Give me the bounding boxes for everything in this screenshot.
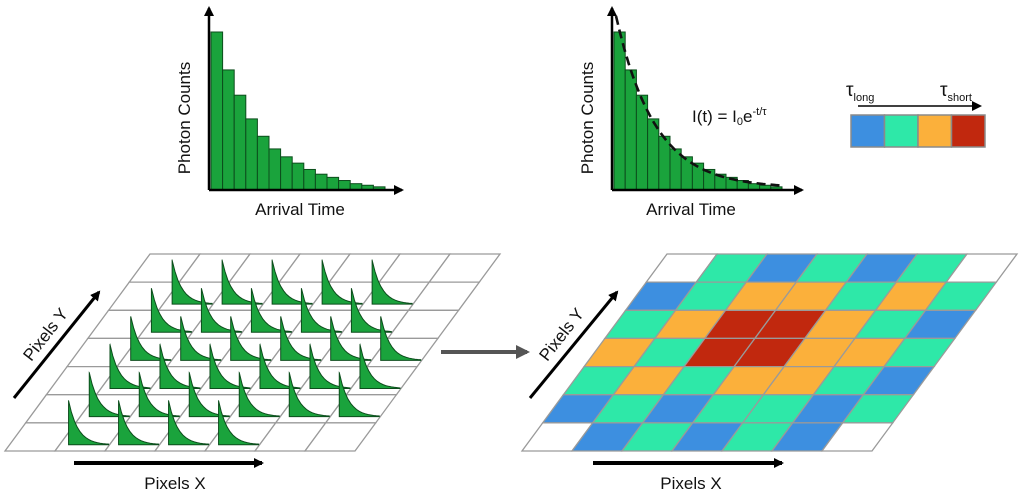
pixel-decay-curve	[188, 371, 230, 418]
histogram-left-bar	[291, 162, 305, 191]
pixels-y-arrow-left	[12, 290, 101, 399]
pixel-decay-curve	[238, 371, 280, 418]
pixel-decay-curve	[330, 316, 372, 361]
histogram-right-bar	[658, 135, 671, 191]
decay-equation: I(t) = I0e-t/τ	[692, 106, 767, 128]
decay-pixel-grid: Pixels X Pixels Y	[3, 253, 502, 493]
histogram-left-ylabel: Photon Counts	[175, 62, 194, 174]
histogram-left-bar	[280, 156, 293, 191]
lifetime-map-grid: Pixels X Pixels Y	[520, 253, 1019, 493]
pixel-decay-curve	[338, 371, 380, 418]
pixel-decay-curve	[159, 343, 201, 390]
pixel-decay-curve	[209, 343, 251, 390]
histogram-left-bar	[233, 94, 247, 191]
lifetime-map-cells	[520, 253, 1019, 452]
pixel-decay-curve	[221, 259, 263, 305]
histogram-left-bars	[210, 31, 386, 191]
pixel-decay-curve	[168, 400, 210, 446]
pixel-decay-curve	[309, 343, 351, 390]
histogram-right-bar	[680, 156, 693, 191]
histogram-left-bar	[314, 173, 328, 191]
histogram-right-bars	[613, 31, 783, 191]
pixel-decay-curve	[300, 288, 342, 333]
pixel-decay-curve	[371, 259, 413, 305]
pixel-decay-curve	[118, 400, 160, 446]
pixels-y-label-right: Pixels Y	[535, 305, 588, 365]
pixel-decay-curve	[109, 343, 151, 390]
pixel-decay-curve	[271, 259, 313, 305]
histogram-left: Photon Counts Arrival Time	[175, 6, 404, 219]
histogram-left-xlabel: Arrival Time	[255, 200, 345, 219]
exponential-fit-curve	[614, 15, 785, 187]
histogram-left-bar	[245, 118, 258, 191]
pixel-decay-curve	[68, 400, 110, 446]
pixel-decay-curve	[218, 400, 260, 446]
pixel-decay-curve	[180, 316, 222, 361]
pixel-decay-curve	[359, 343, 401, 390]
lifetime-swatch	[883, 114, 919, 148]
histogram-left-bar	[256, 135, 270, 191]
pixel-decay-curve	[200, 288, 242, 333]
pixel-decay-curve	[259, 343, 301, 390]
pixel-decay-curve	[171, 259, 213, 305]
histogram-right-bar	[647, 118, 660, 191]
lifetime-legend: τlong τshort	[846, 80, 986, 148]
pixel-decay-curve	[350, 288, 392, 333]
pixels-x-label-left: Pixels X	[144, 474, 205, 493]
lifetime-map-cell	[820, 422, 894, 452]
pixel-decay-curve	[380, 316, 422, 361]
pixel-decay-curves	[68, 259, 422, 446]
pixel-decay-curve	[250, 288, 292, 333]
histogram-right-xlabel: Arrival Time	[646, 200, 736, 219]
histogram-left-bar	[210, 31, 224, 191]
histogram-left-bar	[326, 176, 340, 191]
histogram-right-ylabel: Photon Counts	[578, 62, 597, 174]
histogram-left-bar	[303, 168, 316, 191]
pixels-x-label-right: Pixels X	[660, 474, 721, 493]
decay-grid-cell	[303, 422, 377, 452]
pixel-decay-curve	[321, 259, 363, 305]
histogram-left-bar	[268, 148, 282, 191]
lifetime-swatch	[950, 114, 986, 148]
histogram-right: Photon Counts Arrival Time I(t) = I0e-t/…	[578, 6, 804, 219]
pixel-decay-curve	[280, 316, 322, 361]
tau-long-label: τlong	[846, 80, 874, 104]
pixel-decay-curve	[88, 371, 130, 418]
pixel-decay-curve	[138, 371, 180, 418]
histogram-right-bar	[613, 31, 626, 191]
lifetime-swatch	[917, 114, 953, 148]
histogram-right-bar	[624, 69, 637, 191]
pixel-decay-curve	[230, 316, 272, 361]
pixels-y-arrow-right	[528, 290, 619, 399]
pixel-decay-curve	[150, 288, 192, 333]
lifetime-color-swatches	[850, 114, 986, 148]
pixel-decay-curve	[130, 316, 172, 361]
histogram-left-bar	[338, 180, 351, 191]
tau-short-label: τshort	[940, 80, 972, 104]
lifetime-swatch	[850, 114, 886, 148]
pixel-decay-curve	[288, 371, 330, 418]
histogram-left-bar	[222, 69, 235, 191]
decay-grid-cells	[3, 253, 502, 452]
